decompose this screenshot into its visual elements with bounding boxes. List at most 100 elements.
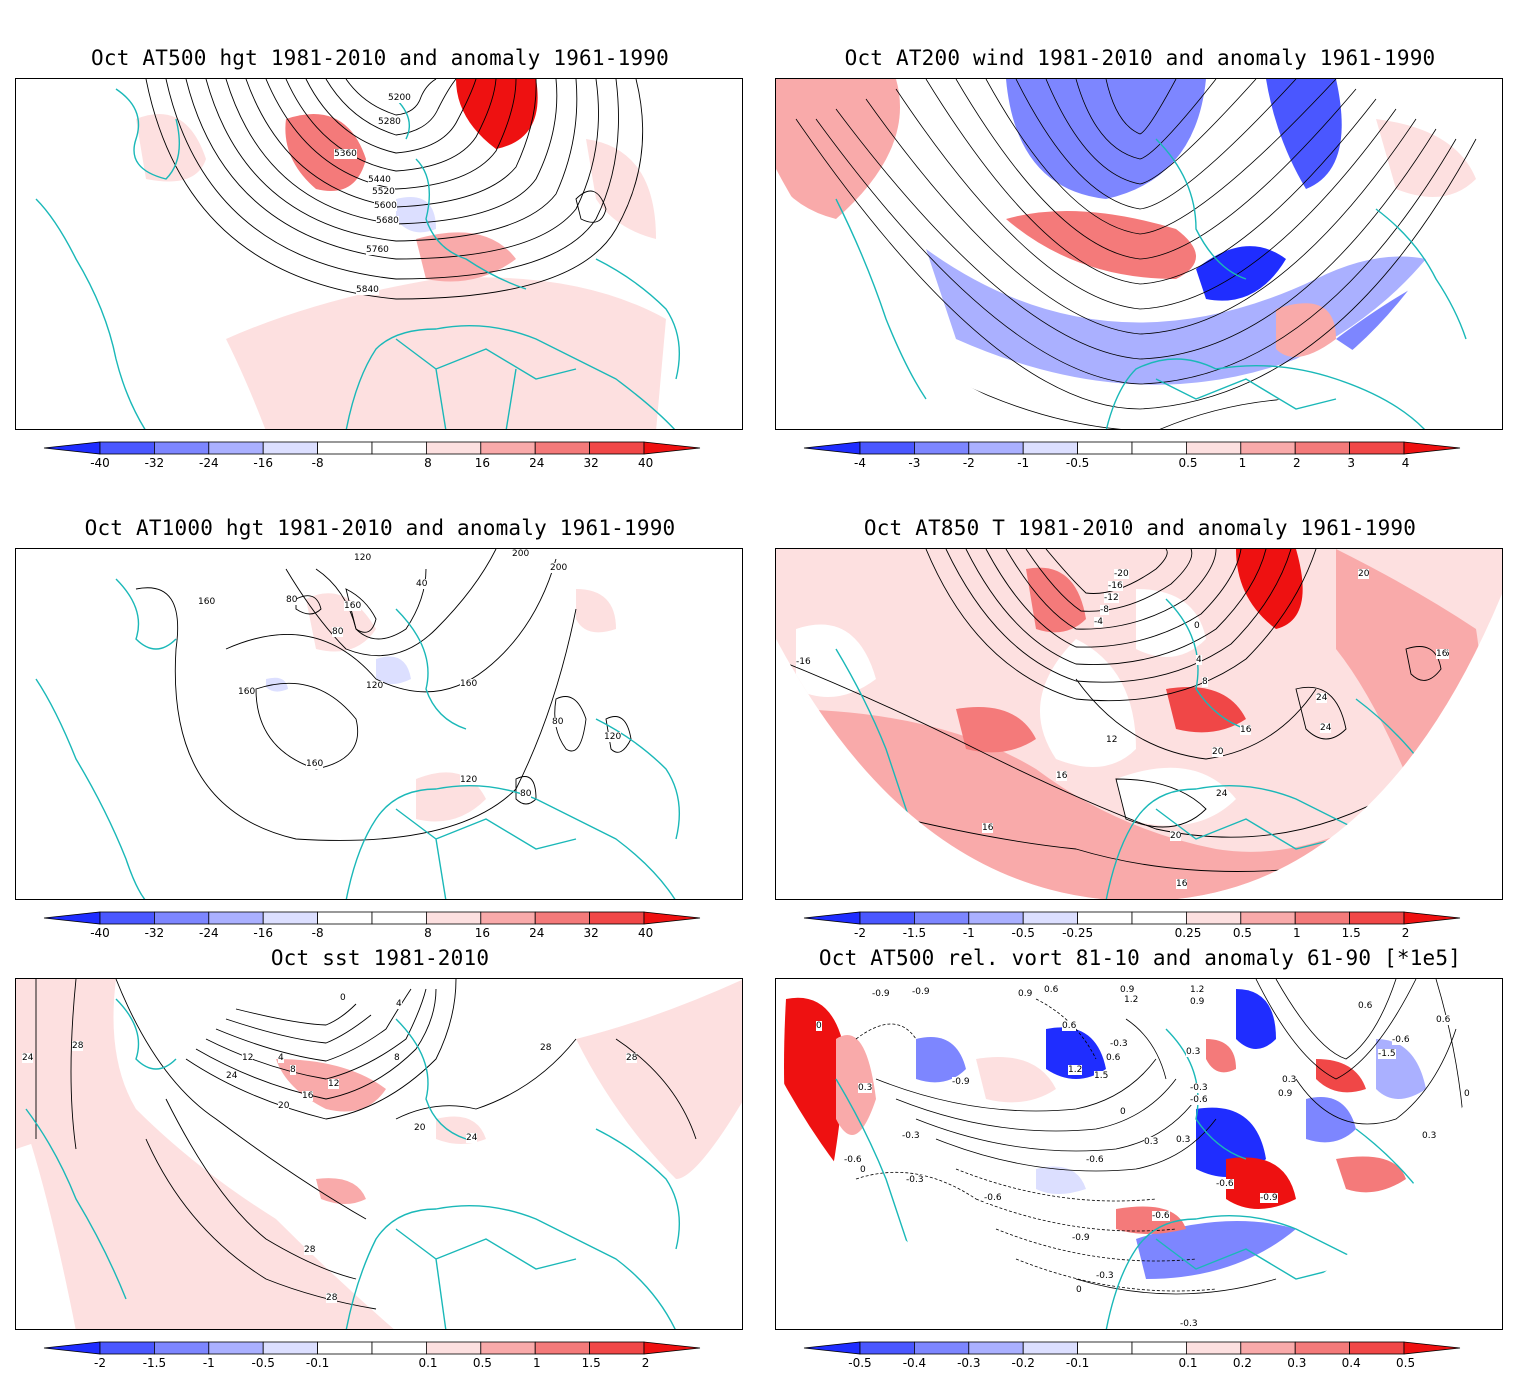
anomaly-strong-region xyxy=(956,707,1036,753)
map-sst[interactable]: 24 28 24 12 4 8 16 20 0 4 8 12 20 24 28 … xyxy=(15,978,743,1330)
colorbar-segment xyxy=(154,911,210,925)
colorbar-segment xyxy=(534,1341,591,1355)
colorbar-tick-label: 1.5 xyxy=(582,1356,601,1370)
map-at500-hgt[interactable]: 5200 5280 5360 5440 5520 5600 5680 5760 … xyxy=(15,78,743,430)
sst-positive-region xyxy=(16,979,394,1329)
colorbar-tick-label: -3 xyxy=(908,456,920,470)
border xyxy=(395,808,577,899)
colorbar-segment xyxy=(968,441,1024,455)
coastline xyxy=(1375,208,1467,340)
colorbar-segment xyxy=(317,441,373,455)
colorbar-segment xyxy=(99,911,155,925)
colorbar-tick-label: 16 xyxy=(475,456,490,470)
coastline xyxy=(115,578,177,650)
border xyxy=(1155,1238,1337,1280)
sst-positive-region xyxy=(436,1116,486,1144)
anomaly-positive-region xyxy=(1006,211,1196,279)
anomaly-negative-region xyxy=(266,677,288,692)
colorbar-arrow-left xyxy=(43,1341,101,1355)
anomaly-negative-region xyxy=(1236,989,1276,1049)
colorbar-segment xyxy=(1185,911,1242,925)
colorbar-tick-label: -0.1 xyxy=(1066,1356,1089,1370)
colorbar-tick-label: 1.5 xyxy=(1342,926,1361,940)
colorbar-tick-label: -40 xyxy=(90,456,110,470)
colorbar-tick-label: -0.5 xyxy=(251,1356,274,1370)
panel-title: Oct AT500 rel. vort 81-10 and anomaly 61… xyxy=(818,946,1462,970)
colorbar-segment xyxy=(589,1341,645,1355)
colorbar-arrow-left xyxy=(43,911,101,925)
colorbar-tick-label: -24 xyxy=(199,456,219,470)
map-at1000-hgt[interactable]: 120 80 160 40 80 120 160 160 200 200 160… xyxy=(15,548,743,900)
colorbar-segment xyxy=(1022,441,1078,455)
colorbar-segment xyxy=(262,441,318,455)
anomaly-positive-region xyxy=(1206,1039,1236,1073)
colorbar-tick-label: 2 xyxy=(1402,926,1410,940)
colorbar-segment xyxy=(99,441,155,455)
colorbar-segment xyxy=(371,441,427,455)
colorbar-segment xyxy=(208,441,264,455)
anomaly-positive-region xyxy=(1226,1157,1296,1209)
colorbar-tick-label: -1 xyxy=(203,1356,215,1370)
colorbar: -40 -32 -24 -16 -8 8 16 24 32 40 xyxy=(43,440,704,476)
colorbar-segment xyxy=(425,911,482,925)
map-at500-vort[interactable]: -0.9 -0.9 0.9 0.6 0.9 1.2 1.2 0.9 0 0.6 … xyxy=(775,978,1503,1330)
anomaly-negative-region xyxy=(376,656,411,684)
colorbar-arrow-right xyxy=(1403,911,1461,925)
coastline xyxy=(1165,1028,1247,1160)
colorbar-segment xyxy=(1185,441,1242,455)
colorbar-tick-label: -24 xyxy=(199,926,219,940)
colorbar-segment xyxy=(1294,911,1351,925)
anomaly-negative-region xyxy=(1266,79,1342,189)
anomaly-positive-region xyxy=(226,277,666,429)
colorbar-tick-label: 0.5 xyxy=(473,1356,492,1370)
coastline xyxy=(1165,598,1247,730)
colorbar-tick-label: -0.5 xyxy=(848,1356,871,1370)
colorbar-tick-label: -1.5 xyxy=(143,1356,166,1370)
coastline xyxy=(35,198,146,429)
panel-title: Oct AT850 T 1981-2010 and anomaly 1961-1… xyxy=(863,516,1417,540)
colorbar-segment xyxy=(1022,1341,1078,1355)
colorbar-tick-label: 0.5 xyxy=(1396,1356,1415,1370)
colorbar-tick-label: 40 xyxy=(638,456,653,470)
sst-positive-region xyxy=(316,1178,366,1204)
colorbar-segment xyxy=(371,1341,427,1355)
anomaly-strong-region xyxy=(456,79,538,149)
colorbar-segment xyxy=(425,1341,482,1355)
colorbar-tick-label: 0.5 xyxy=(1233,926,1252,940)
anomaly-strong-region xyxy=(1236,549,1303,629)
colorbar-segment xyxy=(480,911,536,925)
colorbar-segment xyxy=(1131,911,1187,925)
colorbar-arrow-left xyxy=(803,1341,861,1355)
colorbar-segment xyxy=(1077,1341,1133,1355)
colorbar-tick-label: -0.1 xyxy=(306,1356,329,1370)
border xyxy=(395,338,577,429)
colorbar-segment xyxy=(154,1341,210,1355)
anomaly-positive-region xyxy=(1276,303,1336,357)
colorbar-segment xyxy=(1240,441,1296,455)
colorbar-tick-label: -4 xyxy=(854,456,866,470)
coastline xyxy=(1155,138,1247,280)
colorbar-segment xyxy=(589,441,645,455)
colorbar-segment xyxy=(1185,1341,1242,1355)
colorbar: -0.5 -0.4 -0.3 -0.2 -0.1 0.1 0.2 0.3 0.4 0.5 xyxy=(803,1340,1464,1376)
coastline xyxy=(35,678,146,899)
anomaly-positive-region xyxy=(586,139,656,239)
colorbar-tick-label: 3 xyxy=(1347,456,1355,470)
anomaly-neutral-region xyxy=(1136,589,1206,657)
colorbar-segment xyxy=(968,1341,1024,1355)
map-at200-wind[interactable] xyxy=(775,78,1503,430)
map-at850-t[interactable]: -20 -16 -12 -8 -4 0 4 8 12 16 16 20 24 2… xyxy=(775,548,1503,900)
colorbar-tick-label: -1 xyxy=(963,926,975,940)
anomaly-negative-region xyxy=(1036,1166,1086,1194)
colorbar-segment xyxy=(1294,1341,1351,1355)
anomaly-negative-region xyxy=(1306,1097,1356,1143)
colorbar-segment xyxy=(1131,1341,1187,1355)
colorbar-tick-label: -0.3 xyxy=(957,1356,980,1370)
colorbar-tick-label: -1 xyxy=(1017,456,1029,470)
colorbar-segment xyxy=(317,1341,373,1355)
panel-at200-wind: Oct AT200 wind 1981-2010 and anomaly 196… xyxy=(760,40,1520,496)
coastline xyxy=(345,784,676,899)
colorbar-tick-label: -16 xyxy=(253,926,273,940)
colorbar-segment xyxy=(859,1341,915,1355)
colorbar-tick-label: -2 xyxy=(963,456,975,470)
